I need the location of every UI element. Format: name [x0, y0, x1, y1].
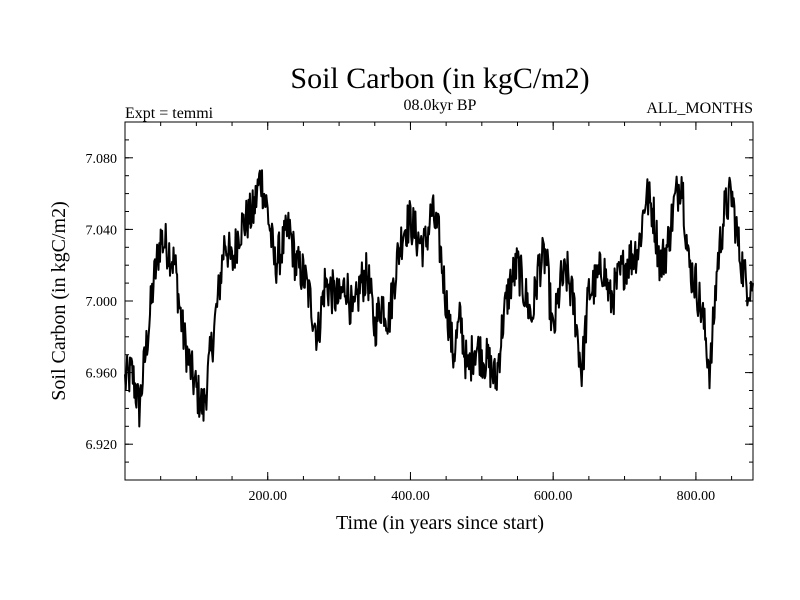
- series-group: [124, 169, 754, 428]
- series-line: [124, 169, 754, 428]
- y-tick-label: 6.960: [86, 367, 118, 382]
- y-tick-label: 7.040: [86, 223, 118, 238]
- plot-frame: [124, 121, 754, 481]
- y-tick-label: 7.000: [86, 295, 118, 310]
- plot-area: 6.920 6.960 7.000 7.040 7.080 200.00 400.00 600…: [86, 121, 754, 504]
- y-tick-label: 6.920: [86, 438, 118, 453]
- x-tick-label: 200.00: [248, 489, 287, 504]
- chart-title: Soil Carbon (in kgC/m2): [290, 62, 589, 95]
- x-tick-label: 800.00: [677, 489, 716, 504]
- axis-ticks: 6.920 6.960 7.000 7.040 7.080 200.00 400.00 600…: [86, 121, 753, 504]
- y-axis-label: Soil Carbon (in kgC/m2): [48, 201, 70, 400]
- subtitle-experiment: Expt = temmi: [125, 105, 214, 122]
- x-tick-label: 600.00: [534, 489, 573, 504]
- subtitle-period: 08.0kyr BP: [404, 97, 477, 114]
- y-tick-label: 7.080: [86, 152, 118, 167]
- x-tick-label: 400.00: [391, 489, 430, 504]
- x-axis-label: Time (in years since start): [336, 512, 544, 534]
- subtitle-months: ALL_MONTHS: [646, 100, 753, 117]
